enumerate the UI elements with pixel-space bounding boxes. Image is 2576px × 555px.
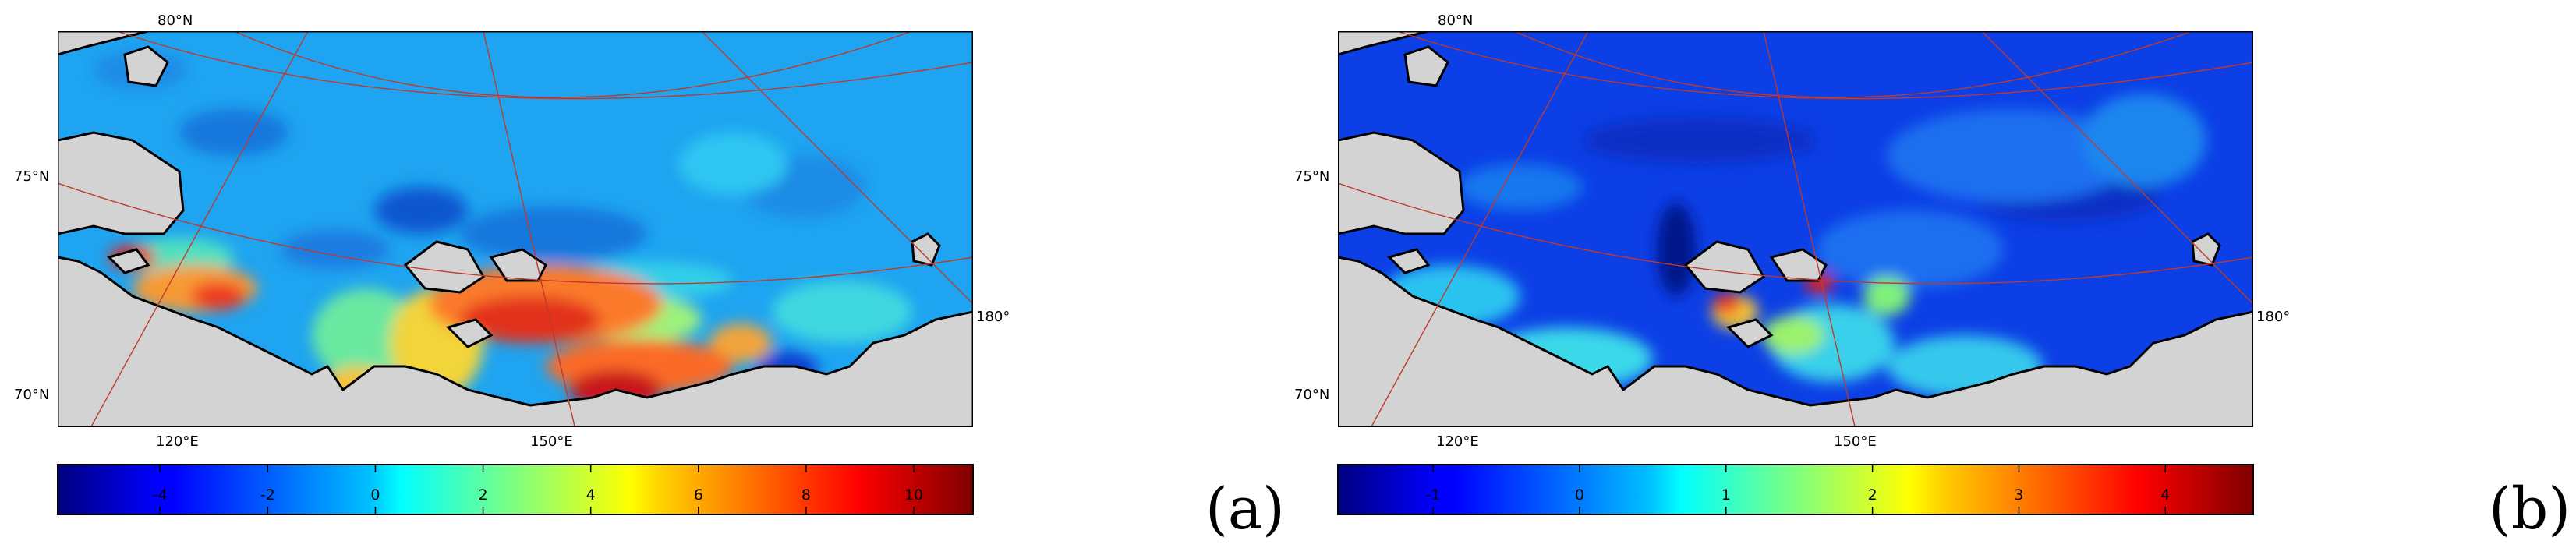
lon-label-120e-b: 120°E xyxy=(1436,433,1479,450)
colorbar-b: -1 0 1 2 3 4 xyxy=(1337,464,2254,515)
colorbar-tick-label: 0 xyxy=(1575,486,1584,504)
panel-label-a: (a) xyxy=(1205,475,1285,543)
colorbar-tick-label: 3 xyxy=(2014,486,2023,504)
colorbar-tick-label: 10 xyxy=(904,486,923,504)
lon-label-180-a: 180° xyxy=(976,309,1010,325)
land-b xyxy=(1338,31,2253,427)
colorbar-ramp-b xyxy=(1337,464,2254,515)
land-a xyxy=(58,31,973,427)
lat-label-70n-b: 70°N xyxy=(1294,387,1329,403)
colorbar-tick-label: -4 xyxy=(153,486,168,504)
colorbar-tick-label: -2 xyxy=(260,486,275,504)
colorbar-tick-label: -1 xyxy=(1426,486,1441,504)
colorbar-ticks-a: -4 -2 0 2 4 6 8 10 xyxy=(153,465,923,514)
map-b xyxy=(1338,31,2253,427)
colorbar-tick-label: 0 xyxy=(370,486,380,504)
lon-label-120e-a: 120°E xyxy=(156,433,199,450)
colorbar-tick-label: 2 xyxy=(479,486,488,504)
colorbar-tick-label: 2 xyxy=(1868,486,1877,504)
colorbar-tick-label: 8 xyxy=(801,486,811,504)
lat-label-80n-b: 80°N xyxy=(1438,12,1473,29)
lon-label-150e-a: 150°E xyxy=(530,433,573,450)
colorbar-tick-label: 6 xyxy=(694,486,703,504)
lat-label-80n-a: 80°N xyxy=(157,12,193,29)
lat-label-75n-a: 75°N xyxy=(14,168,49,185)
colorbar-tick-label: 1 xyxy=(1721,486,1731,504)
anomaly-field-a xyxy=(94,51,912,413)
lat-label-75n-b: 75°N xyxy=(1294,168,1329,185)
lon-label-150e-b: 150°E xyxy=(1834,433,1877,450)
panel-a: 80°N 75°N 70°N 120°E 150°E 180° -4 -2 0 2 4 6… xyxy=(14,12,1285,543)
panel-label-b: (b) xyxy=(2489,475,2571,543)
colorbar-a: -4 -2 0 2 4 6 8 10 xyxy=(57,464,974,515)
panel-b: 80°N 75°N 70°N 120°E 150°E 180° -1 0 1 2 3 4 … xyxy=(1294,12,2571,543)
graticule-b xyxy=(1338,31,2253,427)
lon-label-180-b: 180° xyxy=(2256,309,2290,325)
anomaly-field-b xyxy=(1380,94,2206,398)
map-a xyxy=(58,31,973,427)
colorbar-tick-label: 4 xyxy=(2160,486,2170,504)
colorbar-tick-label: 4 xyxy=(586,486,596,504)
graticule-a xyxy=(58,31,973,427)
lat-label-70n-a: 70°N xyxy=(14,387,49,403)
colorbar-ramp-a xyxy=(57,464,974,515)
colorbar-ticks-b: -1 0 1 2 3 4 xyxy=(1426,465,2170,514)
